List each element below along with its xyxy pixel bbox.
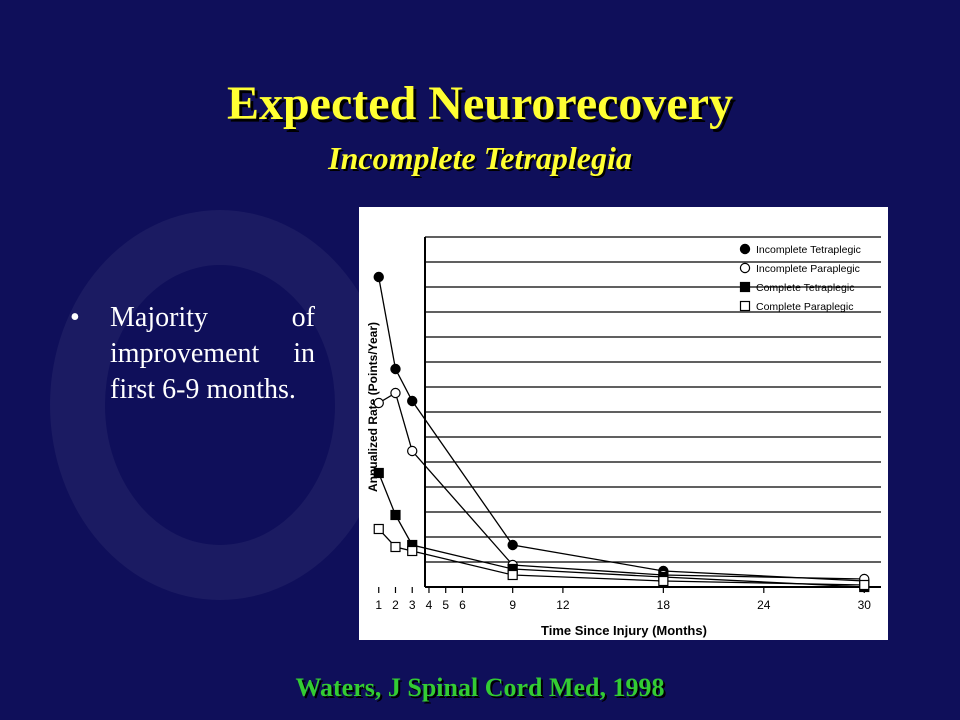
data-point	[373, 523, 384, 535]
data-point	[507, 569, 518, 581]
bullet-dot-icon: •	[70, 302, 80, 333]
bullet-text: Majority of improvement in first 6-9 mon…	[110, 302, 315, 405]
x-tick-label: 30	[858, 598, 872, 612]
data-point	[859, 579, 870, 591]
x-tick-label: 2	[392, 598, 399, 612]
x-tick-label: 24	[757, 598, 771, 612]
data-point	[373, 467, 384, 479]
data-point	[390, 387, 401, 399]
x-tick-label: 6	[459, 598, 466, 612]
data-point	[407, 395, 418, 407]
series-line	[378, 276, 865, 582]
legend-marker	[739, 281, 751, 293]
bullet-list: • Majority of improvement in first 6-9 m…	[70, 300, 315, 408]
data-point	[390, 509, 401, 521]
slide-subtitle: Incomplete Tetraplegia	[328, 140, 632, 176]
chart-panel: 1 2 3 4 5 6 9 12 18 24 30 Time Since Injury (Months…	[359, 207, 888, 640]
series-line	[378, 472, 865, 588]
data-point	[390, 363, 401, 375]
legend-label: Incomplete Paraplegic	[756, 263, 860, 275]
x-tick-label: 5	[442, 598, 449, 612]
y-axis-label: Annualized Rate (Points/Year)	[366, 322, 380, 492]
slide-title: Expected Neurorecovery	[226, 77, 734, 130]
x-tick-label: 3	[409, 598, 416, 612]
bullet-item: • Majority of improvement in first 6-9 m…	[70, 300, 315, 408]
x-tick-label: 9	[509, 598, 516, 612]
data-point	[390, 541, 401, 553]
series-line	[378, 392, 865, 580]
legend-marker	[739, 300, 751, 312]
legend-marker	[739, 243, 751, 255]
data-point	[507, 539, 518, 551]
legend-label: Complete Tetraplegic	[756, 282, 854, 294]
legend-marker	[739, 262, 751, 274]
x-tick-label: 12	[556, 598, 570, 612]
citation: Waters, J Spinal Cord Med, 1998	[295, 673, 665, 702]
legend-label: Incomplete Tetraplegic	[756, 244, 861, 256]
data-point	[407, 445, 418, 457]
data-point	[407, 545, 418, 557]
legend-label: Complete Paraplegic	[756, 301, 853, 313]
x-tick-label: 4	[426, 598, 433, 612]
x-tick-label: 18	[657, 598, 671, 612]
x-tick-label: 1	[375, 598, 382, 612]
data-point	[658, 575, 669, 587]
data-point	[373, 397, 384, 409]
x-axis-label: Time Since Injury (Months)	[541, 623, 707, 638]
data-point	[373, 271, 384, 283]
